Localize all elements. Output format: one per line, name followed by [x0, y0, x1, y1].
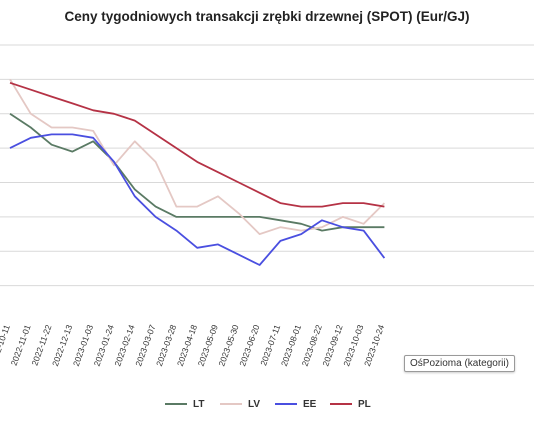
legend-item-lt[interactable]: LT: [165, 396, 204, 412]
legend-item-ee[interactable]: EE: [275, 396, 316, 412]
grid-lines: [0, 44, 534, 287]
legend-swatch: [165, 403, 187, 405]
series-line-ee: [9, 133, 386, 266]
x-tick-label: 2022-12-13: [50, 323, 74, 368]
series-line-lt: [9, 113, 385, 232]
legend-item-lv[interactable]: LV: [220, 396, 260, 412]
legend-item-pl[interactable]: PL: [330, 396, 371, 412]
x-tick-label: 2023-05-30: [216, 323, 240, 368]
x-tick-label: 2023-01-24: [92, 323, 116, 368]
x-tick-label: 2023-07-11: [258, 323, 282, 367]
x-tick-label: 2023-02-14: [112, 323, 136, 368]
legend-label: LV: [248, 398, 261, 410]
legend-swatch: [220, 403, 242, 405]
x-tick-label: 2023-08-22: [300, 323, 324, 368]
x-tick-label: 2023-09-12: [320, 323, 344, 368]
legend-swatch: [330, 403, 352, 405]
x-tick-label: 2023-05-09: [196, 323, 220, 368]
x-tick-label: 2023-01-03: [71, 323, 95, 368]
legend-label: EE: [303, 398, 317, 410]
x-tick-label: 2023-03-07: [133, 323, 157, 368]
x-tick-label: 2023-03-28: [154, 323, 178, 368]
series-line-lv: [9, 78, 386, 236]
series-line-pl: [9, 81, 385, 208]
x-tick-label: 2023-10-03: [341, 323, 365, 368]
x-tick-label: 2023-04-18: [175, 323, 199, 368]
legend-label: PL: [358, 398, 371, 410]
chart-title: Ceny tygodniowych transakcji zrębki drze…: [64, 9, 470, 24]
x-tick-label: 2023-10-24: [362, 323, 386, 368]
x-axis-tick-labels: 2022-10-112022-11-012022-11-222022-12-13…: [0, 323, 386, 368]
x-tick-label: 2022-11-22: [29, 323, 53, 367]
x-tick-label: 2023-08-01: [279, 323, 303, 368]
x-tick-label: 2022-11-01: [9, 323, 33, 367]
legend-label: LT: [193, 398, 205, 410]
series-lines: [9, 78, 386, 266]
legend: LT LV EE PL: [0, 396, 534, 414]
axis-tooltip: OśPozioma (kategorii): [404, 355, 515, 372]
legend-swatch: [275, 403, 297, 405]
x-tick-label: 2023-06-20: [237, 323, 261, 368]
